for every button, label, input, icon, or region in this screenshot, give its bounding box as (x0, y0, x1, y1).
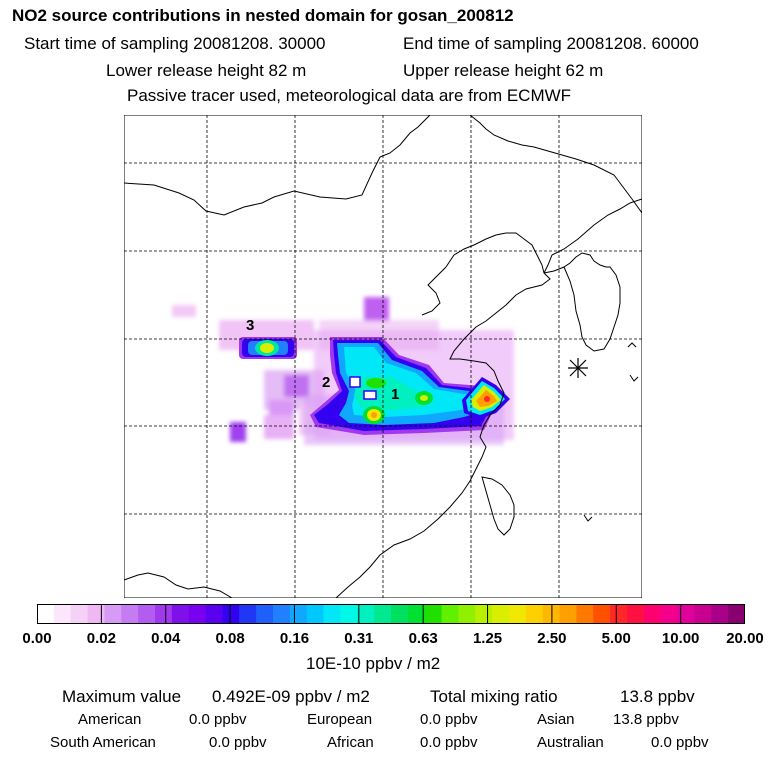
region-name-european: European (307, 711, 373, 728)
colorbar-swatch (239, 604, 257, 624)
colorbar-swatch (37, 604, 55, 624)
total-mixing-value: 13.8 ppbv (620, 687, 695, 706)
colorbar-tick-label: 0.63 (408, 630, 438, 647)
colorbar-swatch (593, 604, 611, 624)
colorbar-swatch (643, 604, 662, 624)
colorbar-swatch (222, 604, 240, 624)
colorbar-swatch (660, 604, 679, 624)
colorbar-tick-label: 10.00 (661, 630, 700, 647)
colorbar-swatch (357, 604, 375, 624)
colorbar-swatch (711, 604, 729, 624)
colorbar-swatch (138, 604, 156, 624)
colorbar-tick-label: 0.04 (151, 630, 181, 647)
colorbar-swatch (306, 604, 325, 624)
colorbar-tick-label: 0.02 (86, 630, 116, 647)
colorbar-swatch (155, 604, 173, 624)
region-label-1: 1 (391, 386, 399, 403)
region-label-3: 3 (246, 317, 254, 334)
colorbar-swatch (424, 604, 443, 624)
colorbar-tick-label: 0.00 (22, 630, 52, 647)
colorbar-swatch (627, 604, 645, 624)
region-value-african: 0.0 ppbv (420, 734, 478, 751)
concentration-plume (172, 297, 514, 445)
contribution-map: 3 2 1 (124, 115, 642, 598)
colorbar-unit: 10E-10 ppbv / m2 (306, 654, 441, 673)
region-value-australian: 0.0 ppbv (651, 734, 709, 751)
page-title: NO2 source contributions in nested domai… (12, 6, 514, 25)
colorbar-swatch (391, 604, 409, 624)
lower-release-height: Lower release height 82 m (106, 61, 307, 80)
colorbar-swatch (289, 604, 308, 624)
colorbar-swatch (374, 604, 392, 624)
colorbar-swatch (323, 604, 341, 624)
colorbar-tick-label: 20.00 (726, 630, 764, 647)
colorbar-swatch (205, 604, 223, 624)
region-label-2: 2 (322, 374, 330, 391)
colorbar-swatch (492, 604, 510, 624)
upper-release-height: Upper release height 62 m (403, 61, 604, 80)
colorbar-swatch (509, 604, 527, 624)
receptor-marker (568, 358, 588, 378)
region-name-american: American (78, 711, 142, 728)
max-value-label: Maximum value (62, 687, 182, 706)
colorbar-swatch (458, 604, 476, 624)
colorbar-tick-label: 1.25 (472, 630, 503, 647)
colorbar-swatch (104, 604, 122, 624)
colorbar-swatch (610, 604, 628, 624)
region-value-south-american: 0.0 ppbv (209, 734, 267, 751)
colorbar-tick-label: 0.31 (344, 630, 374, 647)
colorbar-swatch (559, 604, 577, 624)
colorbar-tick-label: 0.16 (279, 630, 310, 647)
coastlines (124, 115, 642, 598)
colorbar-swatch (171, 604, 190, 624)
colorbar-swatch (188, 604, 207, 624)
region-value-european: 0.0 ppbv (420, 711, 478, 728)
end-time: End time of sampling 20081208. 60000 (403, 34, 699, 53)
colorbar-swatch (441, 604, 459, 624)
colorbar-swatch (53, 604, 72, 624)
colorbar-swatch (576, 604, 594, 624)
region-name-asian: Asian (537, 711, 575, 728)
colorbar-swatch (407, 604, 426, 624)
colorbar-swatch (273, 604, 291, 624)
total-mixing-label: Total mixing ratio (430, 687, 558, 706)
start-time: Start time of sampling 20081208. 30000 (24, 34, 326, 53)
colorbar-swatch (694, 604, 712, 624)
tracer-note: Passive tracer used, meteorological data… (127, 86, 572, 105)
graticule (124, 115, 642, 598)
region-name-south-american: South American (50, 734, 156, 751)
colorbar-swatch (340, 604, 358, 624)
max-value: 0.492E-09 ppbv / m2 (212, 687, 370, 706)
colorbar (37, 604, 745, 624)
region-value-american: 0.0 ppbv (189, 711, 247, 728)
colorbar-tick-label: 2.50 (537, 630, 567, 647)
colorbar-swatch (728, 604, 745, 624)
colorbar-swatch (70, 604, 89, 624)
colorbar-swatch (121, 604, 139, 624)
region-name-australian: Australian (537, 734, 604, 751)
colorbar-swatch (525, 604, 544, 624)
colorbar-swatch (542, 604, 561, 624)
colorbar-swatch (87, 604, 105, 624)
colorbar-tick-label: 5.00 (601, 630, 631, 647)
colorbar-swatch (677, 604, 695, 624)
colorbar-swatch (475, 604, 493, 624)
region-value-asian: 13.8 ppbv (613, 711, 679, 728)
colorbar-frame (37, 604, 745, 624)
colorbar-swatch (256, 604, 274, 624)
region-name-african: African (327, 734, 374, 751)
colorbar-tick-label: 0.08 (215, 630, 245, 647)
